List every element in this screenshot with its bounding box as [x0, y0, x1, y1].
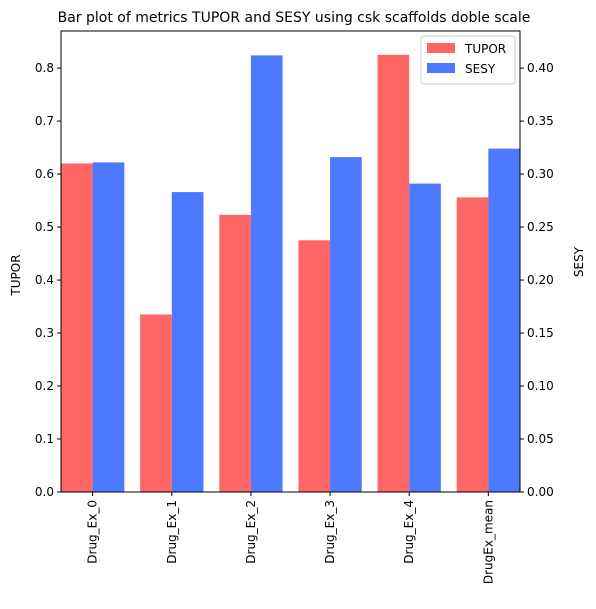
x-tick-label: Drug_Ex_0	[86, 500, 100, 564]
left-tick-label: 0.7	[35, 114, 54, 128]
left-y-axis: 0.0 0.1 0.2 0.3 0.4 0.5 0.6 0.7 0.8	[35, 61, 61, 499]
right-tick-label: 0.40	[527, 61, 554, 75]
left-tick-label: 0.2	[35, 379, 54, 393]
bar-sesy-4	[409, 183, 441, 492]
legend-swatch-sesy	[427, 63, 455, 73]
left-tick-label: 0.6	[35, 167, 54, 181]
bar-tupor-3	[298, 240, 331, 492]
left-tick-label: 0.8	[35, 61, 54, 75]
left-y-axis-label: TUPOR	[9, 254, 23, 296]
x-tick-label: Drug_Ex_2	[244, 500, 258, 564]
bar-sesy-1	[171, 192, 204, 492]
legend-label-sesy: SESY	[465, 62, 496, 76]
bar-tupor-0	[61, 163, 93, 493]
left-tick-label: 0.0	[35, 485, 54, 499]
bar-sesy-5	[488, 148, 520, 493]
bar-sesy-0	[92, 162, 125, 492]
chart-title: Bar plot of metrics TUPOR and SESY using…	[58, 10, 531, 26]
left-tick-label: 0.4	[35, 273, 54, 287]
bar-tupor-1	[140, 314, 172, 492]
right-tick-label: 0.35	[527, 114, 554, 128]
left-tick-label: 0.5	[35, 220, 54, 234]
x-tick-label: Drug_Ex_1	[165, 500, 179, 564]
bar-tupor-4	[377, 54, 410, 493]
left-tick-label: 0.3	[35, 326, 54, 340]
x-tick-label: Drug_Ex_3	[323, 500, 337, 564]
right-y-axis-label: SESY	[572, 246, 586, 277]
right-tick-label: 0.05	[527, 432, 554, 446]
right-tick-label: 0.00	[527, 485, 554, 499]
x-tick-label: DrugEx_mean	[481, 500, 495, 584]
x-tick-label: Drug_Ex_4	[402, 500, 416, 564]
left-tick-label: 0.1	[35, 432, 54, 446]
legend-label-tupor: TUPOR	[464, 42, 506, 56]
right-tick-label: 0.25	[527, 220, 554, 234]
right-tick-label: 0.30	[527, 167, 554, 181]
bars-layer	[61, 54, 520, 493]
legend-swatch-tupor	[427, 43, 455, 53]
right-tick-label: 0.20	[527, 273, 554, 287]
right-tick-label: 0.15	[527, 326, 554, 340]
bar-sesy-2	[250, 55, 283, 492]
right-tick-label: 0.10	[527, 379, 554, 393]
legend: TUPOR SESY	[420, 35, 516, 85]
plot-frame	[60, 30, 521, 493]
right-y-axis: 0.00 0.05 0.10 0.15 0.20 0.25 0.30 0.35 0.40	[520, 61, 554, 499]
bar-sesy-3	[330, 157, 362, 492]
bar-tupor-5	[456, 197, 489, 492]
x-axis: Drug_Ex_0 Drug_Ex_1 Drug_Ex_2 Drug_Ex_3 Drug…	[86, 492, 495, 584]
bar-tupor-2	[219, 214, 251, 492]
